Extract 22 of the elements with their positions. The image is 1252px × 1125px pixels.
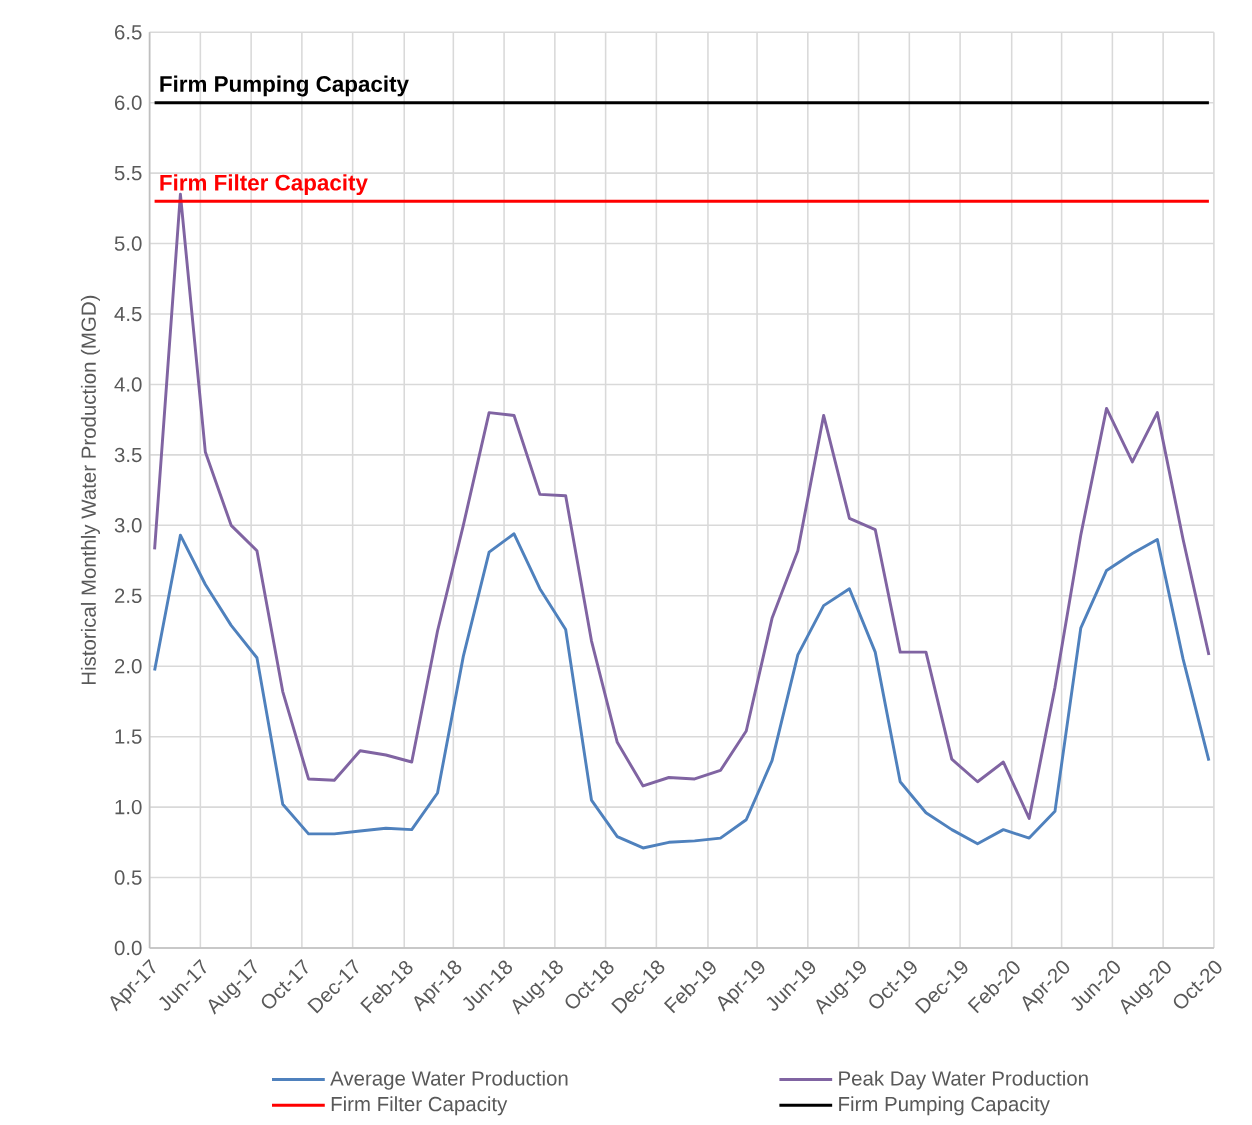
y-tick-label: 0.5: [114, 870, 142, 885]
y-tick-label: 1.5: [115, 729, 142, 744]
legend-label: Peak Day Water Production: [839, 1070, 1088, 1090]
y-tick-label: 5.5: [114, 166, 142, 181]
annotation: Firm Filter Capacity: [160, 174, 368, 196]
y-tick-label: 3.0: [114, 518, 142, 533]
line-series: [153, 532, 1211, 850]
y-tick-label: 6.5: [115, 25, 142, 40]
y-tick-label: 5.0: [114, 236, 142, 251]
y-axis-title: Historical Monthly Water Production (MGD): [80, 295, 100, 685]
y-tick-label: 6.0: [115, 95, 142, 110]
legend-label: Average Water Production: [330, 1070, 568, 1090]
y-tick-label: 3.5: [114, 447, 142, 463]
legend-label: Firm Pumping Capacity: [839, 1096, 1050, 1116]
y-tick-label: 1.0: [115, 799, 142, 815]
y-tick-label: 2.5: [115, 588, 142, 604]
y-tick-label: 4.5: [114, 306, 142, 322]
annotation: Firm Pumping Capacity: [160, 75, 409, 97]
y-tick-label: 0.0: [114, 940, 142, 956]
y-tick-label: 2.0: [115, 659, 142, 674]
y-tick-label: 4.0: [114, 377, 142, 392]
legend-label: Firm Filter Capacity: [331, 1096, 508, 1116]
